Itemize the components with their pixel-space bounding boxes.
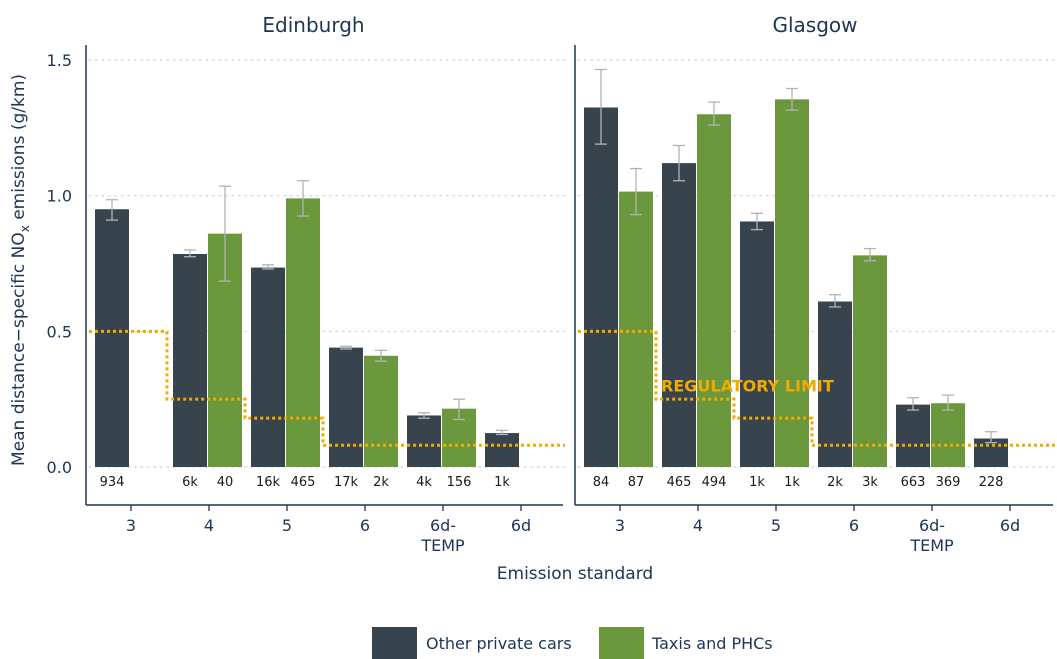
count-label: 1k [784,475,800,490]
y-axis-title-subscript: x [18,225,32,232]
x-tick-label: 5 [282,516,292,535]
count-label: 934 [100,475,125,490]
bar-other [896,404,930,467]
y-tick-label: 1.0 [47,187,72,206]
y-tick-label: 0.5 [47,322,72,341]
count-label: 84 [593,475,610,490]
count-label: 465 [667,475,692,490]
bar-taxi [364,355,398,467]
count-label: 465 [291,475,316,490]
count-label: 228 [979,475,1004,490]
count-label: 494 [702,475,727,490]
x-tick-label: 6 [849,516,859,535]
count-label: 40 [217,475,234,490]
y-tick-label: 1.5 [47,51,72,70]
x-tick-label: 6d [511,516,531,535]
count-label: 369 [936,475,961,490]
bar-taxi [697,114,731,468]
bar-taxi [775,99,809,468]
bar-other [818,301,852,467]
count-label: 2k [827,475,843,490]
panel-edinburgh: Edinburgh 934 3 6k 40 4 16k 465 5 17k 2k 6 4k 156 6d-T… [85,13,566,555]
count-label: 2k [373,475,389,490]
panel-title: Glasgow [772,13,857,37]
legend-label: Other private cars [426,634,572,653]
bar-other [251,267,285,467]
legend-swatch-taxi [599,627,644,659]
count-label: 1k [494,475,510,490]
y-axis-ticks: 0.0 0.5 1.0 1.5 [47,51,72,477]
regulatory-limit-line [578,329,1055,447]
x-axis-title: Emission standard [497,564,653,584]
bar-other [95,209,129,467]
x-tick-label: 6 [360,516,370,535]
count-label: 1k [749,475,765,490]
bar-taxi [286,198,320,467]
x-tick-label: 4 [204,516,214,535]
x-tick-label: 3 [126,516,136,535]
x-tick-label: 6d-TEMP [420,516,465,555]
count-label: 87 [628,475,645,490]
bar-other [485,433,519,467]
count-label: 17k [334,475,359,490]
legend: Other private cars Taxis and PHCs [372,627,773,659]
panel-glasgow: Glasgow 84 87 3 465 494 4 1k 1k 5 2k 3k 6 663 369 6d-TE… [574,13,1056,555]
y-axis-title-main: Mean distance−specific NO [9,232,29,466]
count-label: 663 [901,475,926,490]
count-label: 3k [862,475,878,490]
bar-other [740,221,774,467]
bar-other [407,415,441,467]
bar-taxi [931,403,965,467]
legend-label: Taxis and PHCs [651,634,773,653]
count-label: 156 [447,475,472,490]
y-axis-title-group: Mean distance−specific NOx emissions (g/… [9,74,32,466]
count-label: 16k [256,475,281,490]
legend-swatch-other [372,627,417,659]
count-label: 4k [416,475,432,490]
bar-other [329,347,363,467]
x-tick-label: 4 [693,516,703,535]
x-tick-label: 6d [1000,516,1020,535]
y-axis-title: Mean distance−specific NOx emissions (g/… [9,74,32,466]
regulatory-limit-label: REGULATORY LIMIT [661,377,834,396]
x-tick-label: 5 [771,516,781,535]
x-tick-label: 6d-TEMP [909,516,954,555]
y-axis-title-tail: emissions (g/km) [9,74,29,225]
bar-taxi [853,255,887,467]
count-label: 6k [182,475,198,490]
regulatory-limit-line [89,329,565,447]
bar-other [662,163,696,467]
bar-other [173,254,207,467]
bar-other [584,107,618,467]
x-tick-label: 3 [615,516,625,535]
y-tick-label: 0.0 [47,458,72,477]
bar-taxi [619,191,653,467]
bar-other [974,438,1008,467]
panel-title: Edinburgh [262,13,364,37]
